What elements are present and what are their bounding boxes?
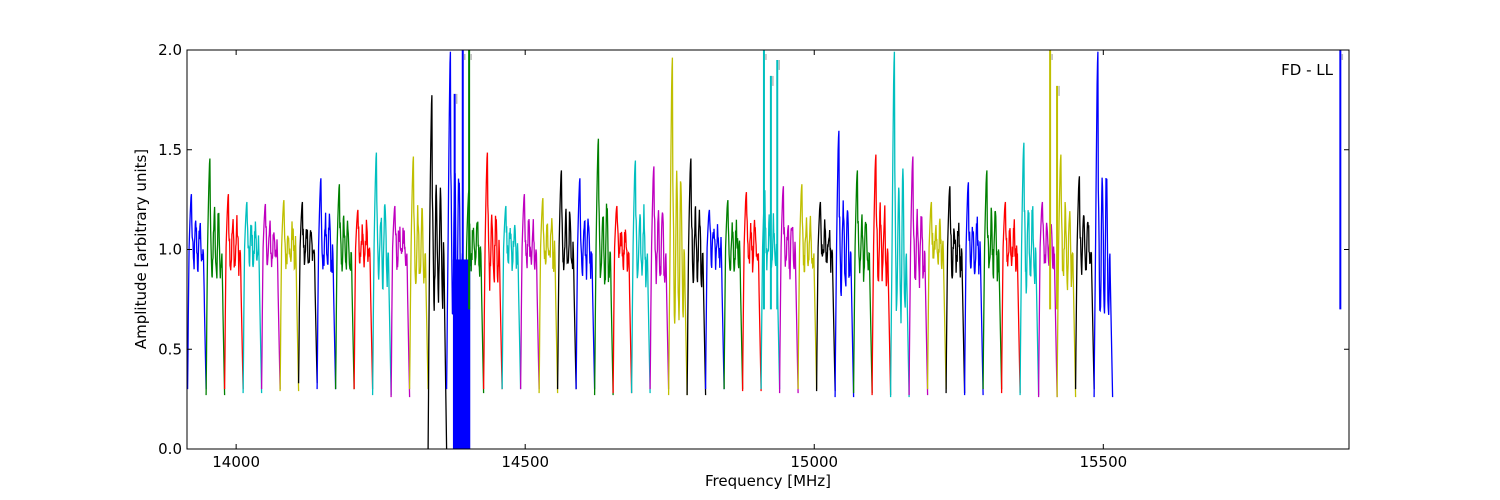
x-axis-label: Frequency [MHz] <box>705 472 831 490</box>
x-tick-label: 14500 <box>501 453 549 471</box>
channel-line <box>686 158 707 396</box>
channel-line <box>501 205 522 390</box>
channel-line <box>575 178 596 390</box>
channel-line <box>630 160 651 394</box>
channel-line <box>649 166 670 390</box>
channel-line <box>797 184 818 390</box>
channel-line <box>704 209 725 390</box>
channel-line <box>871 154 892 396</box>
channel-line <box>908 156 929 396</box>
channel-line <box>834 130 855 398</box>
channel-line <box>815 201 836 392</box>
y-axis-label: Amplitude [arbitrary units] <box>132 149 150 349</box>
y-tick-label: 1.5 <box>158 141 182 159</box>
chart-annotation: FD - LL <box>1281 61 1333 79</box>
channel-line <box>242 201 263 394</box>
channel-line <box>371 152 392 396</box>
channel-line <box>1037 201 1058 398</box>
channel-line <box>538 198 559 394</box>
flagged-band <box>452 259 471 449</box>
spectrum-series <box>187 50 1344 449</box>
channel-line <box>889 51 910 398</box>
channel-line <box>723 200 744 390</box>
y-tick-label: 0.5 <box>158 340 182 358</box>
channel-line <box>556 170 577 390</box>
channel-line <box>667 57 688 396</box>
channel-line <box>279 200 300 392</box>
channel-line <box>297 201 318 384</box>
channel-line <box>982 170 1003 390</box>
channel-line <box>205 158 226 396</box>
channel-line <box>1000 201 1021 394</box>
channel-line <box>260 203 281 390</box>
y-tick-label: 1.0 <box>158 241 182 259</box>
y-tick-label: 2.0 <box>158 41 182 59</box>
x-tick-label: 15500 <box>1079 453 1127 471</box>
channel-line <box>408 156 429 390</box>
axis-ticks: 14000 14500 15000 15500 0.0 0.5 1.0 1.5 2.0 <box>158 41 1349 471</box>
channel-line <box>390 205 411 398</box>
channel-line <box>741 192 762 392</box>
channel-line <box>926 201 947 390</box>
channel-line <box>852 170 873 394</box>
channel-line <box>187 194 207 390</box>
channel-line <box>1056 154 1077 398</box>
channel-line <box>334 184 355 390</box>
channel-line <box>1074 176 1095 390</box>
channel-line <box>593 138 614 396</box>
channel-line <box>612 205 633 394</box>
channel-line <box>1019 142 1040 396</box>
channel-line <box>316 178 337 390</box>
channel-line <box>945 186 966 394</box>
channel-line <box>427 95 448 449</box>
channel-line <box>1093 51 1114 398</box>
channel-line <box>353 209 374 390</box>
channel-line <box>223 194 244 390</box>
x-tick-label: 15000 <box>790 453 838 471</box>
channel-line <box>482 152 503 390</box>
x-tick-label: 14000 <box>212 453 260 471</box>
y-tick-label: 0.0 <box>158 440 182 458</box>
channel-line <box>778 186 799 394</box>
channel-line <box>519 194 540 390</box>
channel-line <box>963 182 984 396</box>
